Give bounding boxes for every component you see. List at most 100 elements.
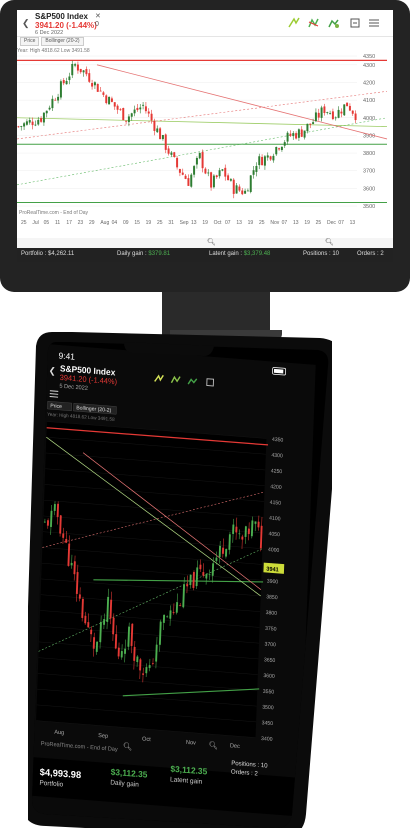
y-tick-label: 3900 xyxy=(363,133,375,139)
x-tick-label: 29 xyxy=(89,220,95,226)
candle-body xyxy=(225,548,228,557)
menu-icon[interactable] xyxy=(369,19,379,27)
y-tick-label: 4300 xyxy=(271,453,283,460)
y-tick-label: 3750 xyxy=(265,626,277,633)
candle-body xyxy=(241,536,244,540)
indicator-tool-icon[interactable] xyxy=(308,18,319,28)
candle-body xyxy=(43,521,46,523)
candle-body xyxy=(56,503,60,517)
back-arrow-icon-mobile[interactable]: ❮ xyxy=(49,365,56,377)
positions-count[interactable]: Positions : 10 xyxy=(303,251,340,257)
candle-body xyxy=(182,584,186,608)
candle-body xyxy=(85,69,88,75)
x-tick-label: 13 xyxy=(350,220,356,226)
candle-body xyxy=(232,179,235,194)
dotted-channel-low xyxy=(17,117,388,186)
settings-icon-mobile[interactable] xyxy=(206,378,215,387)
x-tick-label: Oct xyxy=(142,736,151,743)
candle-body xyxy=(348,105,351,111)
y-tick-label: 3400 xyxy=(261,736,273,743)
candle-body xyxy=(133,646,136,661)
y-tick-label: 3800 xyxy=(266,610,278,617)
x-tick-label: 07 xyxy=(338,220,344,226)
candle-wick xyxy=(71,554,73,569)
candle-body xyxy=(218,545,221,558)
x-tick-label: 13 xyxy=(236,220,242,226)
candle-body xyxy=(259,525,263,549)
candle-wick xyxy=(79,587,81,602)
desktop-chart[interactable]: 4350 4300 4200 4100 4000 3900 3800 3700 3600 3500… xyxy=(17,52,393,238)
candle-body xyxy=(193,166,196,175)
candle-body xyxy=(218,170,221,177)
candle-body xyxy=(78,594,81,599)
legend-price-mobile-chip[interactable] xyxy=(47,400,73,412)
zoom-icon-mobile[interactable]: 🔍︎ xyxy=(123,742,133,752)
grid-line xyxy=(42,531,263,549)
grid-line xyxy=(46,436,266,455)
indicator-tool-icon-mobile[interactable] xyxy=(170,375,181,384)
legend-price[interactable]: Price xyxy=(20,37,40,46)
candle-body xyxy=(343,104,346,116)
candle-body xyxy=(202,571,205,576)
x-tick-label: 31 xyxy=(168,220,174,226)
compare-tool-icon-mobile[interactable] xyxy=(187,378,198,385)
y-tick-label: 3700 xyxy=(363,169,375,175)
drawing-tool-icon[interactable] xyxy=(288,17,300,28)
candle-body xyxy=(261,156,264,166)
y-tick-label: 4000 xyxy=(363,116,375,122)
mobile-positions[interactable]: Positions : 10 xyxy=(231,760,268,770)
candle-body xyxy=(340,111,343,114)
close-icon[interactable]: ✕ xyxy=(95,13,101,20)
x-tick-label: Aug xyxy=(100,220,109,226)
candle-body xyxy=(136,107,139,111)
legend-bollinger-mobile-chip[interactable] xyxy=(73,402,117,415)
y-tick-label: 4350 xyxy=(272,437,284,444)
candle-body xyxy=(211,563,215,576)
grid-line xyxy=(41,562,262,581)
candle-body xyxy=(300,129,303,137)
candle-body xyxy=(92,637,96,649)
candle-body xyxy=(166,616,169,618)
menu-icon-mobile[interactable] xyxy=(49,390,59,398)
candle-body xyxy=(67,543,71,566)
candle-body xyxy=(167,148,170,154)
mobile-portfolio-value[interactable]: $4,993.98 xyxy=(40,767,82,781)
x-tick-label: Dec xyxy=(327,220,336,226)
monitor-stand-base xyxy=(170,330,282,340)
candle-body xyxy=(37,119,40,125)
mobile-chart[interactable]: 4350430042504200415041004050400039503900… xyxy=(36,419,289,743)
candle-body xyxy=(150,113,153,121)
instrument-title: S&P500 Index xyxy=(35,12,88,21)
support-line xyxy=(93,579,264,583)
grid-line xyxy=(40,610,260,628)
legend-bollinger[interactable]: Bollinger (20-2) xyxy=(41,37,84,46)
desktop-screen: ❮ S&P500 Index 3941.20 (-1.44%) 6 Dec 20… xyxy=(17,10,393,262)
portfolio-item[interactable]: Portfolio : $4,262.11 xyxy=(21,251,74,257)
y-tick-label: 4300 xyxy=(363,63,375,69)
candle-body xyxy=(297,129,300,138)
candle-body xyxy=(34,124,37,126)
drawing-tool-icon-mobile[interactable] xyxy=(154,374,164,382)
trend-line xyxy=(46,436,261,597)
mobile-orders[interactable]: Orders : 2 xyxy=(231,768,259,777)
latent-gain-item[interactable]: Latent gain : $3,379.48 xyxy=(209,251,270,257)
orders-count[interactable]: Orders : 2 xyxy=(357,251,384,257)
candle-body xyxy=(136,656,139,663)
candle-body xyxy=(156,128,159,133)
mobile-latent-gain-value[interactable]: $3,112.35 xyxy=(170,764,207,777)
settings-icon[interactable] xyxy=(350,18,360,28)
zoom-icon[interactable]: 🔍︎ xyxy=(207,239,216,246)
x-tick-label: 23 xyxy=(78,220,84,226)
daily-gain-item[interactable]: Daily gain : $379.81 xyxy=(117,251,170,257)
grid-line xyxy=(44,499,264,518)
zoom-icon-mobile-right[interactable]: 🔍︎ xyxy=(208,740,218,750)
back-arrow-icon[interactable]: ❮ xyxy=(22,18,30,28)
mobile-portfolio-label: Portfolio xyxy=(39,780,63,789)
candle-body xyxy=(228,534,231,550)
compare-tool-icon[interactable] xyxy=(328,19,339,28)
grid-line xyxy=(44,484,265,502)
zoom-icon-right[interactable]: 🔍︎ xyxy=(325,239,334,246)
high-low-text: Year: High 4818.62 Low 3491.58 xyxy=(17,48,90,54)
mobile-daily-gain-value[interactable]: $3,112.35 xyxy=(111,767,148,780)
candle-body xyxy=(124,648,127,654)
